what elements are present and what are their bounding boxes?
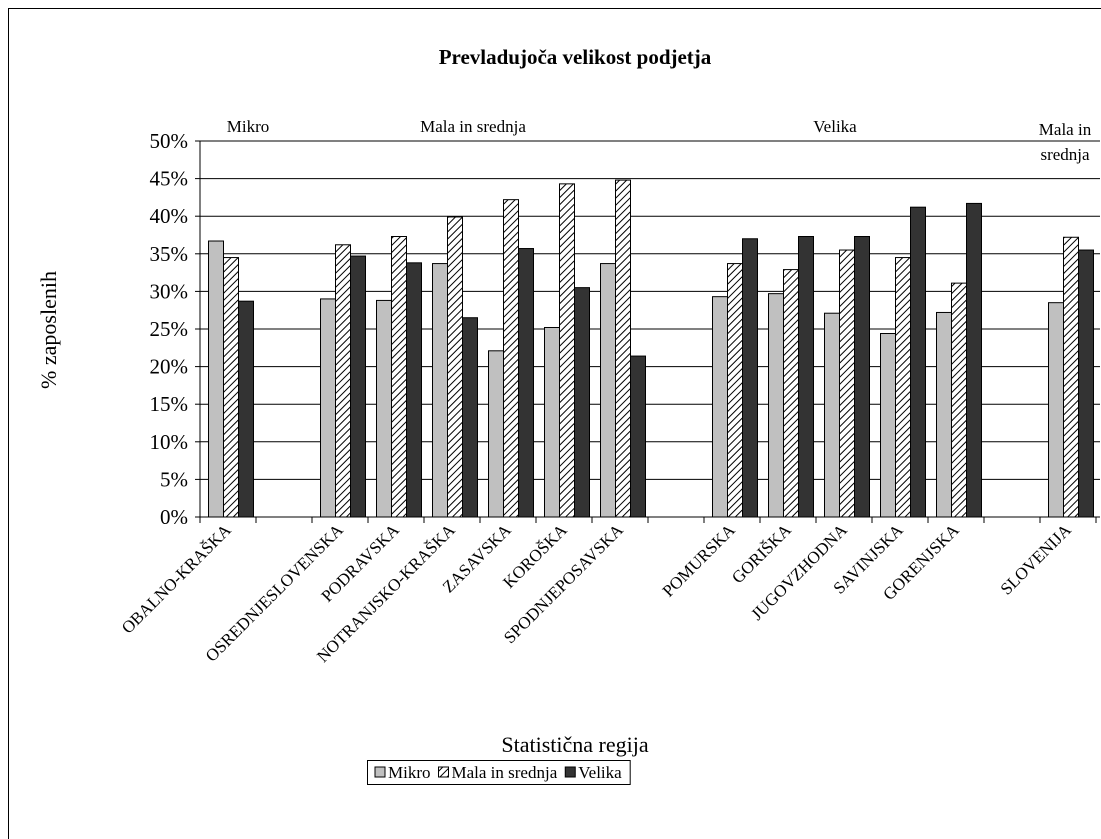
legend-label: Velika (578, 763, 622, 782)
y-tick-label: 35% (150, 242, 189, 266)
bar (488, 350, 504, 518)
chart-title: Prevladujoča velikost podjetja (439, 45, 712, 69)
legend-swatch (438, 766, 449, 778)
y-tick-label: 50% (150, 129, 189, 153)
bar (223, 257, 239, 518)
bar (615, 179, 631, 518)
bar (798, 236, 814, 518)
legend-label: Mikro (388, 763, 431, 782)
bar (936, 311, 952, 518)
bar (208, 240, 224, 518)
y-axis-label: % zaposlenih (36, 271, 61, 389)
bar (238, 300, 254, 518)
bar (880, 333, 896, 518)
bar (503, 199, 519, 518)
bar (391, 236, 407, 518)
bar (559, 183, 575, 518)
legend-swatch (564, 766, 576, 778)
bar (432, 263, 448, 518)
bar (335, 244, 351, 518)
legend-label: Mala in srednja (452, 763, 558, 782)
bar (895, 257, 911, 518)
bar (768, 293, 784, 518)
bar (854, 236, 870, 518)
bar (966, 202, 982, 518)
bar (600, 263, 616, 518)
y-tick-label: 15% (150, 392, 189, 416)
legend-box (367, 760, 631, 785)
bar (951, 282, 967, 518)
bar (447, 216, 463, 518)
bar (1078, 249, 1094, 518)
y-tick-label: 20% (150, 355, 189, 379)
bar (1063, 236, 1079, 518)
annotation: Mikro (227, 117, 270, 136)
bar (839, 249, 855, 518)
annotation: Velika (813, 117, 857, 136)
bar (320, 298, 336, 518)
y-tick-label: 30% (150, 279, 189, 303)
y-tick-label: 5% (160, 467, 188, 491)
bar (574, 287, 590, 518)
bar (727, 263, 743, 518)
annotation: Mala in srednja (420, 117, 526, 136)
bar (544, 326, 560, 518)
bar (1048, 302, 1064, 518)
annotation: Mala in srednja (1038, 120, 1092, 164)
bar (350, 255, 366, 518)
y-tick-label: 40% (150, 204, 189, 228)
bar (783, 269, 799, 518)
bar (742, 238, 758, 518)
bar (712, 296, 728, 518)
legend-swatch (374, 766, 386, 778)
bar (824, 312, 840, 518)
bar (376, 299, 392, 518)
y-tick-label: 0% (160, 505, 188, 529)
bar (518, 248, 534, 518)
bar (630, 355, 646, 518)
bar (462, 317, 478, 518)
y-tick-label: 45% (150, 167, 189, 191)
bar (910, 206, 926, 518)
y-tick-label: 10% (150, 430, 189, 454)
x-axis-label: Statistična regija (501, 732, 648, 757)
y-tick-label: 25% (150, 317, 189, 341)
bar (406, 262, 422, 518)
